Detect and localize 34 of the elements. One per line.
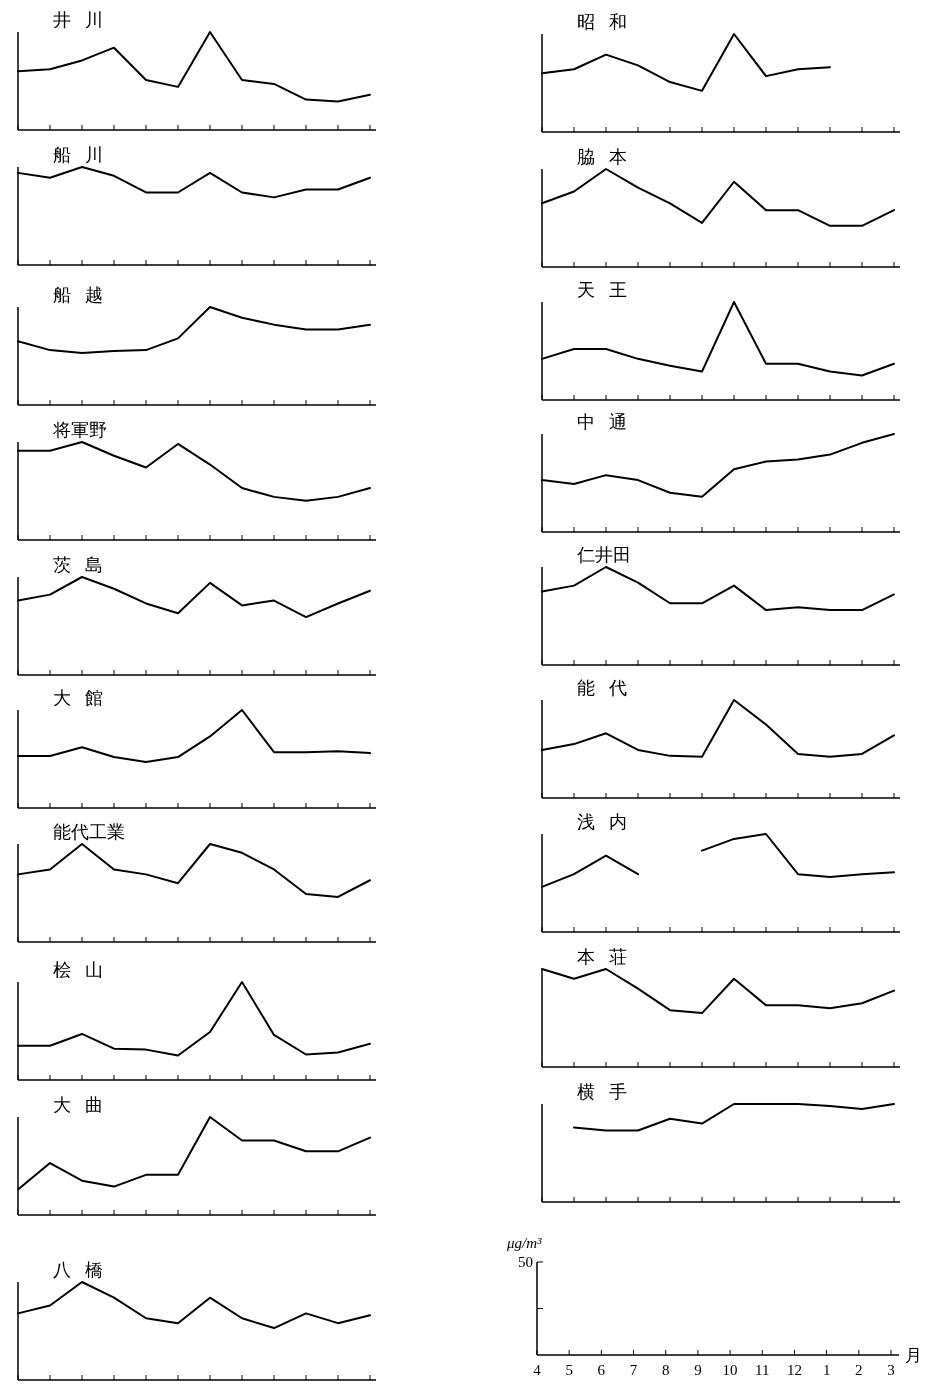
text: 8 (661, 1362, 670, 1378)
chart-title: 脇本 (577, 146, 641, 167)
chart-title: 能代 (577, 677, 641, 698)
text: 6 (597, 1362, 606, 1378)
chart-title: 大曲 (53, 1094, 117, 1115)
chart-title: 天王 (577, 279, 641, 300)
chart-title: 将軍野 (52, 419, 107, 440)
chart-title: 浅内 (577, 811, 641, 832)
text: 5 (565, 1362, 573, 1378)
chart-title: 本荘 (577, 946, 641, 967)
chart-title: 井川 (53, 9, 117, 30)
chart-title: 能代工業 (53, 821, 125, 842)
text: 11 (755, 1362, 770, 1378)
chart-title: 横手 (577, 1081, 641, 1102)
text: 4 (533, 1362, 542, 1378)
text: 7 (629, 1362, 638, 1378)
chart-title: 八橋 (53, 1259, 117, 1280)
text: 3 (887, 1362, 895, 1378)
text: 50 (518, 1254, 533, 1270)
text: 10 (722, 1362, 738, 1378)
text: 1 (822, 1362, 831, 1378)
chart-title: 茨島 (53, 554, 117, 575)
chart-title: 中通 (577, 411, 641, 432)
text: 12 (786, 1362, 802, 1378)
text: μg/m³ (506, 1235, 543, 1251)
text: 月 (905, 1345, 922, 1365)
text: 2 (855, 1362, 863, 1378)
chart-title: 大館 (53, 687, 117, 708)
chart-title: 昭和 (577, 11, 641, 32)
chart-title: 船川 (53, 144, 117, 165)
text: 9 (694, 1362, 702, 1378)
chart-title: 桧山 (53, 959, 117, 980)
chart-title: 仁井田 (576, 544, 631, 565)
chart-title: 船越 (53, 284, 117, 305)
